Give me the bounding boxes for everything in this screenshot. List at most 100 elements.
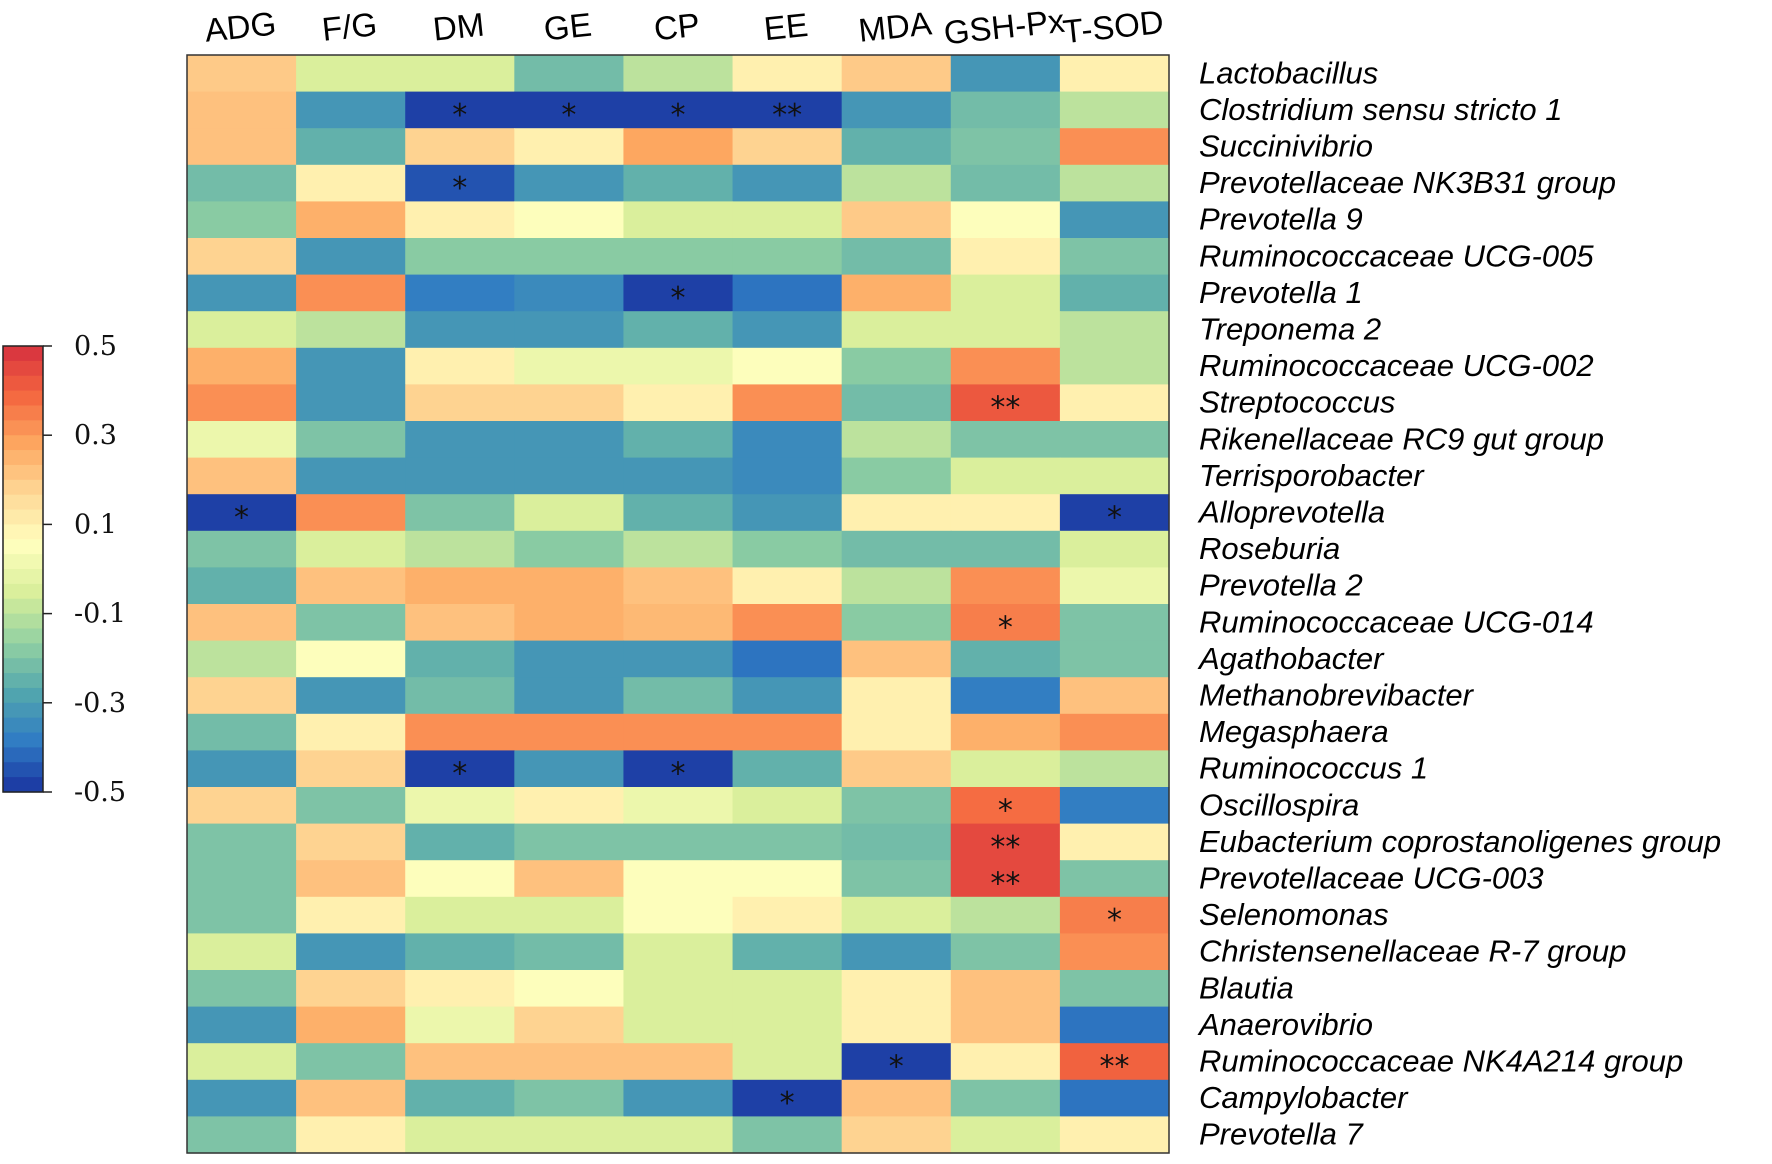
heatmap-cell [405,640,515,678]
heatmap-cell [514,494,625,532]
heatmap-cell [514,457,625,495]
heatmap-cell [732,494,843,532]
heatmap-cell [1059,1079,1170,1117]
heatmap-cell [1059,860,1170,898]
color-scale-legend: 0.5 0.3 0.1 -0.1 -0.3 -0.5 [2,331,126,808]
heatmap-cell [187,860,297,898]
row-label: Christensenellaceae R-7 group [1199,934,1626,969]
heatmap-cell [950,750,1061,788]
heatmap-cell [405,91,515,129]
heatmap-cell [405,238,515,276]
heatmap-cell [841,238,952,276]
row-label: Ruminococcaceae UCG-014 [1199,604,1594,639]
heatmap-cell [296,457,406,495]
heatmap-cell [187,347,297,385]
heatmap-cell [514,860,625,898]
heatmap-cell [187,567,297,605]
heatmap-cell [623,494,734,532]
heatmap-cell [841,604,952,642]
heatmap-cell [187,238,297,276]
color-scale-band [3,747,43,763]
heatmap-cell [187,164,297,202]
significance-marker: * [1107,501,1122,536]
row-label: Ruminococcaceae NK4A214 group [1199,1044,1683,1079]
heatmap-cell [1059,201,1170,239]
heatmap-cell [841,530,952,568]
heatmap-cell [732,1006,843,1044]
color-scale-band [3,420,43,436]
heatmap-cell [296,1043,406,1081]
heatmap-cell [187,421,297,459]
heatmap-cell [187,274,297,312]
heatmap-cell [623,604,734,642]
heatmap-cell [623,1043,734,1081]
heatmap-cell [841,1006,952,1044]
heatmap-cell [732,823,843,861]
color-scale-band [3,554,43,570]
color-scale-band [3,673,43,689]
heatmap-cell [405,823,515,861]
heatmap-cell [514,128,625,166]
heatmap-cell [623,128,734,166]
heatmap-cell [732,750,843,788]
column-label: DM [431,5,486,47]
significance-marker: ** [990,830,1020,865]
color-scale-band [3,613,43,630]
heatmap-cell [1059,347,1170,385]
heatmap-cell [732,274,843,312]
heatmap-cell [732,347,843,385]
heatmap-cell [405,713,515,751]
heatmap-cell [405,311,515,349]
heatmap-cell [950,860,1061,898]
color-scale-band [3,583,43,600]
heatmap-cell [187,91,297,129]
heatmap-cell [405,347,515,385]
heatmap-cell [187,604,297,642]
significance-marker: * [234,501,249,536]
heatmap-cell [950,1043,1061,1081]
color-scale-band [3,569,43,585]
column-label: EE [762,6,810,47]
color-scale-band [3,762,43,778]
heatmap-cell [296,55,406,93]
significance-marker: * [780,1086,795,1121]
color-scale-band [3,435,43,451]
heatmap-cell [950,238,1061,276]
heatmap-cell [950,55,1061,93]
heatmap-cell [296,933,406,971]
heatmap-cell [841,970,952,1008]
color-scale-band [3,360,43,377]
heatmap-cell [1059,530,1170,568]
heatmap-cell [187,530,297,568]
heatmap-cell [405,567,515,605]
heatmap-cell [1059,970,1170,1008]
heatmap-cell [950,274,1061,312]
heatmap-cell [623,787,734,825]
heatmap-cell [296,128,406,166]
heatmap-cell [623,677,734,715]
heatmap-cell [841,494,952,532]
row-label: Ruminococcus 1 [1199,751,1428,786]
heatmap-cell [405,274,515,312]
significance-marker: * [671,757,686,792]
heatmap-cell [732,457,843,495]
heatmap-cell [296,970,406,1008]
heatmap-cell [623,530,734,568]
heatmap-cell [296,896,406,934]
significance-marker: * [1107,903,1122,938]
heatmap-cell [296,164,406,202]
heatmap-cell [1059,1043,1170,1081]
color-scale-band [3,658,43,674]
row-label: Ruminococcaceae UCG-002 [1199,348,1594,383]
heatmap-cell [732,896,843,934]
heatmap-cell [732,421,843,459]
color-scale-band [3,405,43,421]
heatmap-cell [623,347,734,385]
heatmap-cell [514,91,625,129]
heatmap-cell [405,421,515,459]
heatmap-cell [514,201,625,239]
row-label: Prevotellaceae UCG-003 [1199,861,1544,896]
heatmap-cell [950,1116,1061,1154]
heatmap-cell [187,311,297,349]
heatmap-cell [405,530,515,568]
